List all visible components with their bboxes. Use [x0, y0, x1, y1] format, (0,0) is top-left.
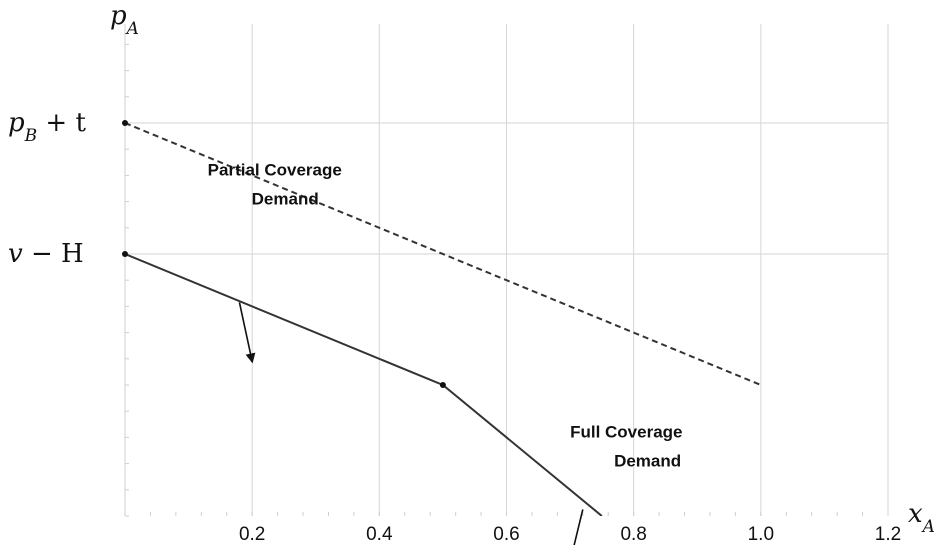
x-tick-label: 1.2 — [875, 524, 901, 545]
annotation-arrow — [238, 302, 256, 364]
demand-line — [125, 253, 603, 516]
grid-layer — [124, 24, 889, 516]
annotation-text: Demand — [252, 189, 319, 208]
x-axis-label: xA — [908, 499, 935, 537]
annotation-text: Full Coverage — [570, 422, 682, 441]
y-axis-label: pA — [110, 1, 139, 39]
tick-layer: 0.2 0.4 0.6 0.8 1.0 1.2 — [124, 43, 901, 545]
full-coverage-demand-line — [125, 122, 762, 386]
annotation-layer: Partial Coverage Demand Full Coverage Deman… — [208, 160, 683, 545]
y-tick-label: pB + t — [8, 108, 86, 146]
x-tick-label: 0.4 — [366, 524, 393, 545]
x-tick-label: 0.8 — [620, 524, 646, 545]
marker-layer — [122, 120, 446, 388]
annotation-text: Partial Coverage — [208, 160, 342, 179]
annotation-text: Demand — [614, 451, 681, 470]
axis-label-layer: pB + t v − H pA xA — [8, 1, 935, 537]
x-tick-label: 1.0 — [748, 524, 774, 545]
y-tick-label: v − H — [8, 239, 84, 269]
x-tick-label: 0.6 — [493, 524, 519, 545]
data-point — [122, 120, 128, 126]
data-point — [122, 251, 128, 257]
x-tick-label: 0.2 — [239, 524, 265, 545]
annotation-arrow — [573, 509, 584, 545]
data-point — [439, 382, 446, 388]
